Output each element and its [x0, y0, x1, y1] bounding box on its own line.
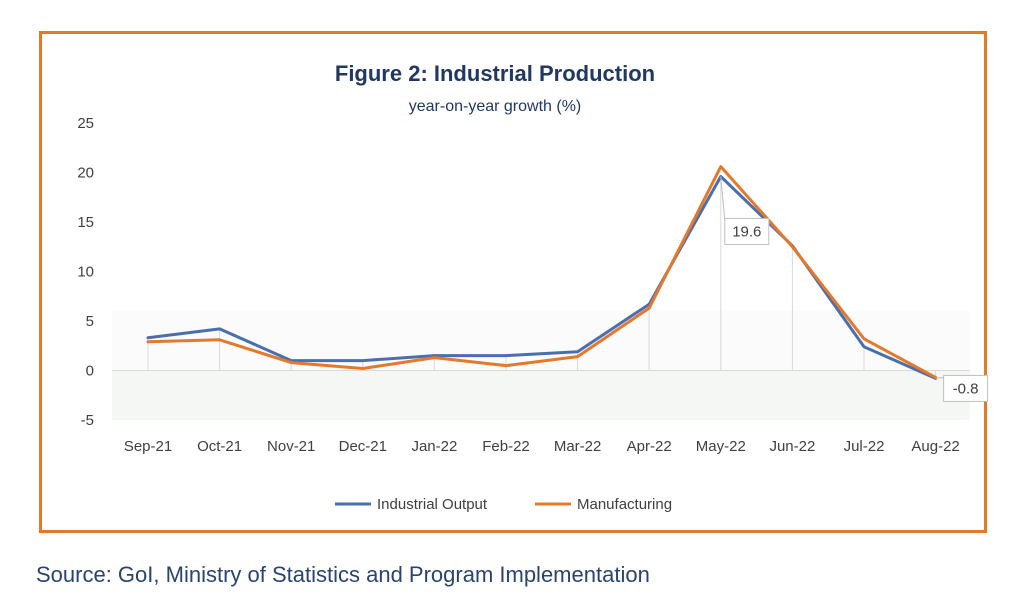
data-label-box [943, 374, 989, 402]
y-tick-label: 0 [86, 363, 94, 380]
x-tick-label: Jul-22 [844, 438, 885, 455]
y-tick-label: 5 [86, 313, 94, 330]
x-tick-label: Apr-22 [627, 438, 672, 455]
y-tick-label: 10 [77, 264, 94, 281]
y-tick-label: 25 [77, 115, 94, 132]
y-tick-label: 15 [77, 214, 94, 231]
x-tick-label: Jun-22 [769, 438, 815, 455]
data-label-box [724, 217, 770, 245]
x-tick-label: Jan-22 [411, 438, 457, 455]
data-label: 19.6 [732, 223, 761, 240]
y-tick-label: -5 [81, 412, 94, 429]
y-tick-label: 20 [77, 165, 94, 182]
legend-label: Industrial Output [377, 496, 488, 513]
chart-frame [39, 31, 987, 533]
x-tick-label: Sep-21 [124, 438, 172, 455]
data-label-leader [720, 176, 726, 221]
chart-subtitle: year-on-year growth (%) [409, 98, 582, 115]
series-line-manufacturing [146, 165, 938, 379]
data-label-leader [935, 376, 944, 379]
data-label: -0.8 [953, 380, 979, 397]
x-tick-label: Aug-22 [911, 438, 959, 455]
plot-band-lower [112, 370, 970, 420]
x-tick-label: Oct-21 [197, 438, 242, 455]
x-tick-label: Nov-21 [267, 438, 315, 455]
x-tick-label: May-22 [696, 438, 746, 455]
x-tick-label: Feb-22 [482, 438, 530, 455]
source-note: Source: GoI, Ministry of Statistics and … [36, 562, 650, 587]
chart-title: Figure 2: Industrial Production [335, 61, 655, 86]
x-tick-label: Dec-21 [339, 438, 387, 455]
x-tick-label: Mar-22 [554, 438, 602, 455]
legend-label: Manufacturing [577, 496, 672, 513]
